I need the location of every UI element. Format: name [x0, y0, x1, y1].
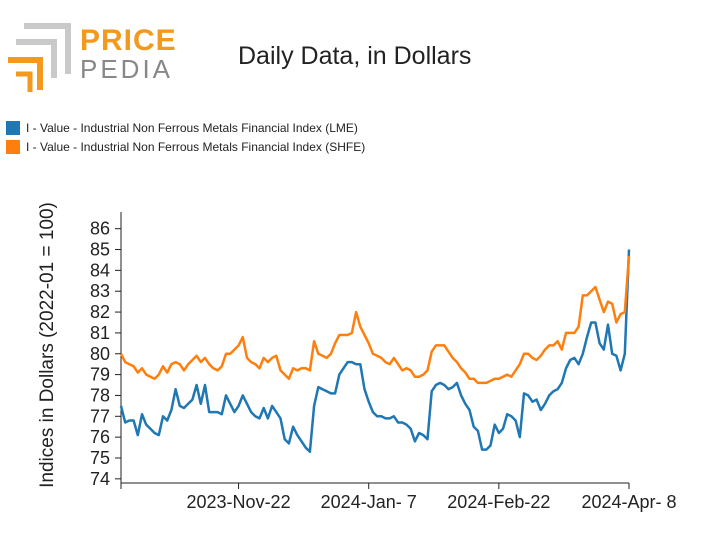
legend-label-shfe: I - Value - Industrial Non Ferrous Metal… — [26, 139, 366, 154]
pricepedia-logo: PRICE PEDIA — [6, 22, 176, 94]
series-layer — [119, 249, 631, 453]
legend-item-shfe[interactable]: I - Value - Industrial Non Ferrous Metal… — [6, 137, 365, 156]
legend-label-lme: I - Value - Industrial Non Ferrous Metal… — [26, 120, 358, 135]
y-tick-label: 79 — [90, 365, 110, 385]
legend-item-lme[interactable]: I - Value - Industrial Non Ferrous Metal… — [6, 118, 365, 137]
y-tick-label: 82 — [90, 302, 110, 322]
legend-swatch-shfe — [6, 139, 20, 154]
x-tick-label: 2024-Apr- 8 — [581, 492, 676, 512]
x-axis: 2023-Nov-22 2024-Jan- 7 2024-Feb-22 2024-Ap… — [120, 482, 677, 512]
y-tick-label: 74 — [90, 469, 110, 489]
y-tick-label: 77 — [90, 406, 110, 426]
y-axis-title: Indices in Dollars (2022-01 = 100) — [37, 202, 58, 488]
legend-swatch-lme — [6, 120, 20, 135]
y-tick-label: 85 — [90, 240, 110, 260]
series-line-shfe — [119, 255, 631, 385]
chart-title: Daily Data, in Dollars — [238, 42, 472, 70]
logo-text-price: PRICE — [80, 24, 177, 57]
y-tick-label: 86 — [90, 219, 110, 239]
x-tick-label: 2024-Jan- 7 — [321, 492, 417, 512]
y-tick-label: 76 — [90, 427, 110, 447]
y-tick-label: 80 — [90, 344, 110, 364]
y-tick-label: 83 — [90, 281, 110, 301]
x-tick-label: 2023-Nov-22 — [187, 492, 291, 512]
y-tick-label: 75 — [90, 448, 110, 468]
y-tick-label: 78 — [90, 385, 110, 405]
y-tick-label: 84 — [90, 260, 110, 280]
y-tick-label: 81 — [90, 323, 110, 343]
chart-legend: I - Value - Industrial Non Ferrous Metal… — [6, 118, 365, 156]
series-line-lme — [119, 249, 631, 453]
pricepedia-logo-mark — [8, 23, 71, 92]
x-tick-label: 2024-Feb-22 — [447, 492, 550, 512]
logo-text-pedia: PEDIA — [80, 54, 174, 84]
